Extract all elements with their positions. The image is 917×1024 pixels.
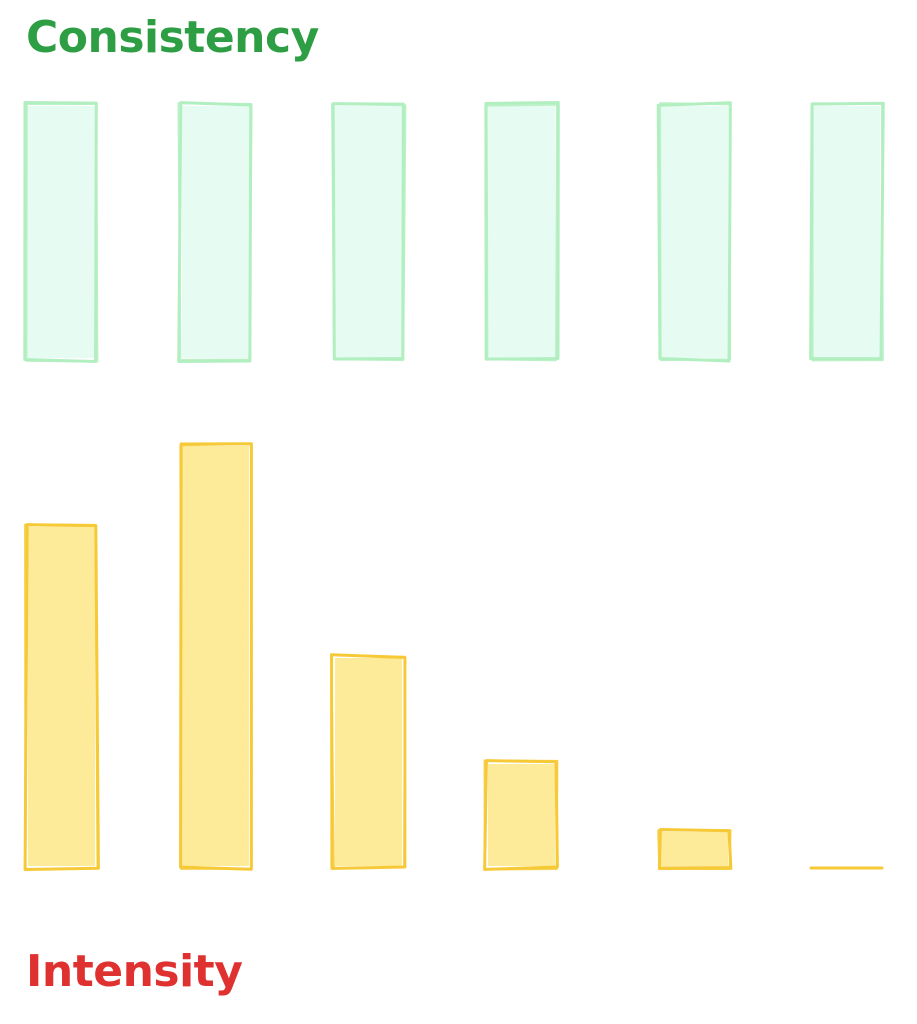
consistency-bar-6 [809, 101, 885, 362]
consistency-bar-group [23, 100, 885, 364]
consistency-bar-4 [484, 101, 560, 362]
consistency-bar-1 [23, 100, 99, 364]
consistency-title: Consistency [26, 12, 319, 63]
intensity-title: Intensity [26, 946, 243, 997]
consistency-bar-3 [331, 102, 407, 362]
consistency-bar-2 [177, 101, 253, 364]
intensity-bar-5 [657, 828, 733, 871]
intensity-bar-group [23, 442, 884, 872]
intensity-bar-4 [483, 759, 559, 871]
consistency-bar-5 [656, 101, 732, 363]
intensity-bar-2 [179, 442, 253, 871]
intensity-bar-3 [330, 653, 407, 870]
intensity-bar-1 [23, 523, 100, 872]
